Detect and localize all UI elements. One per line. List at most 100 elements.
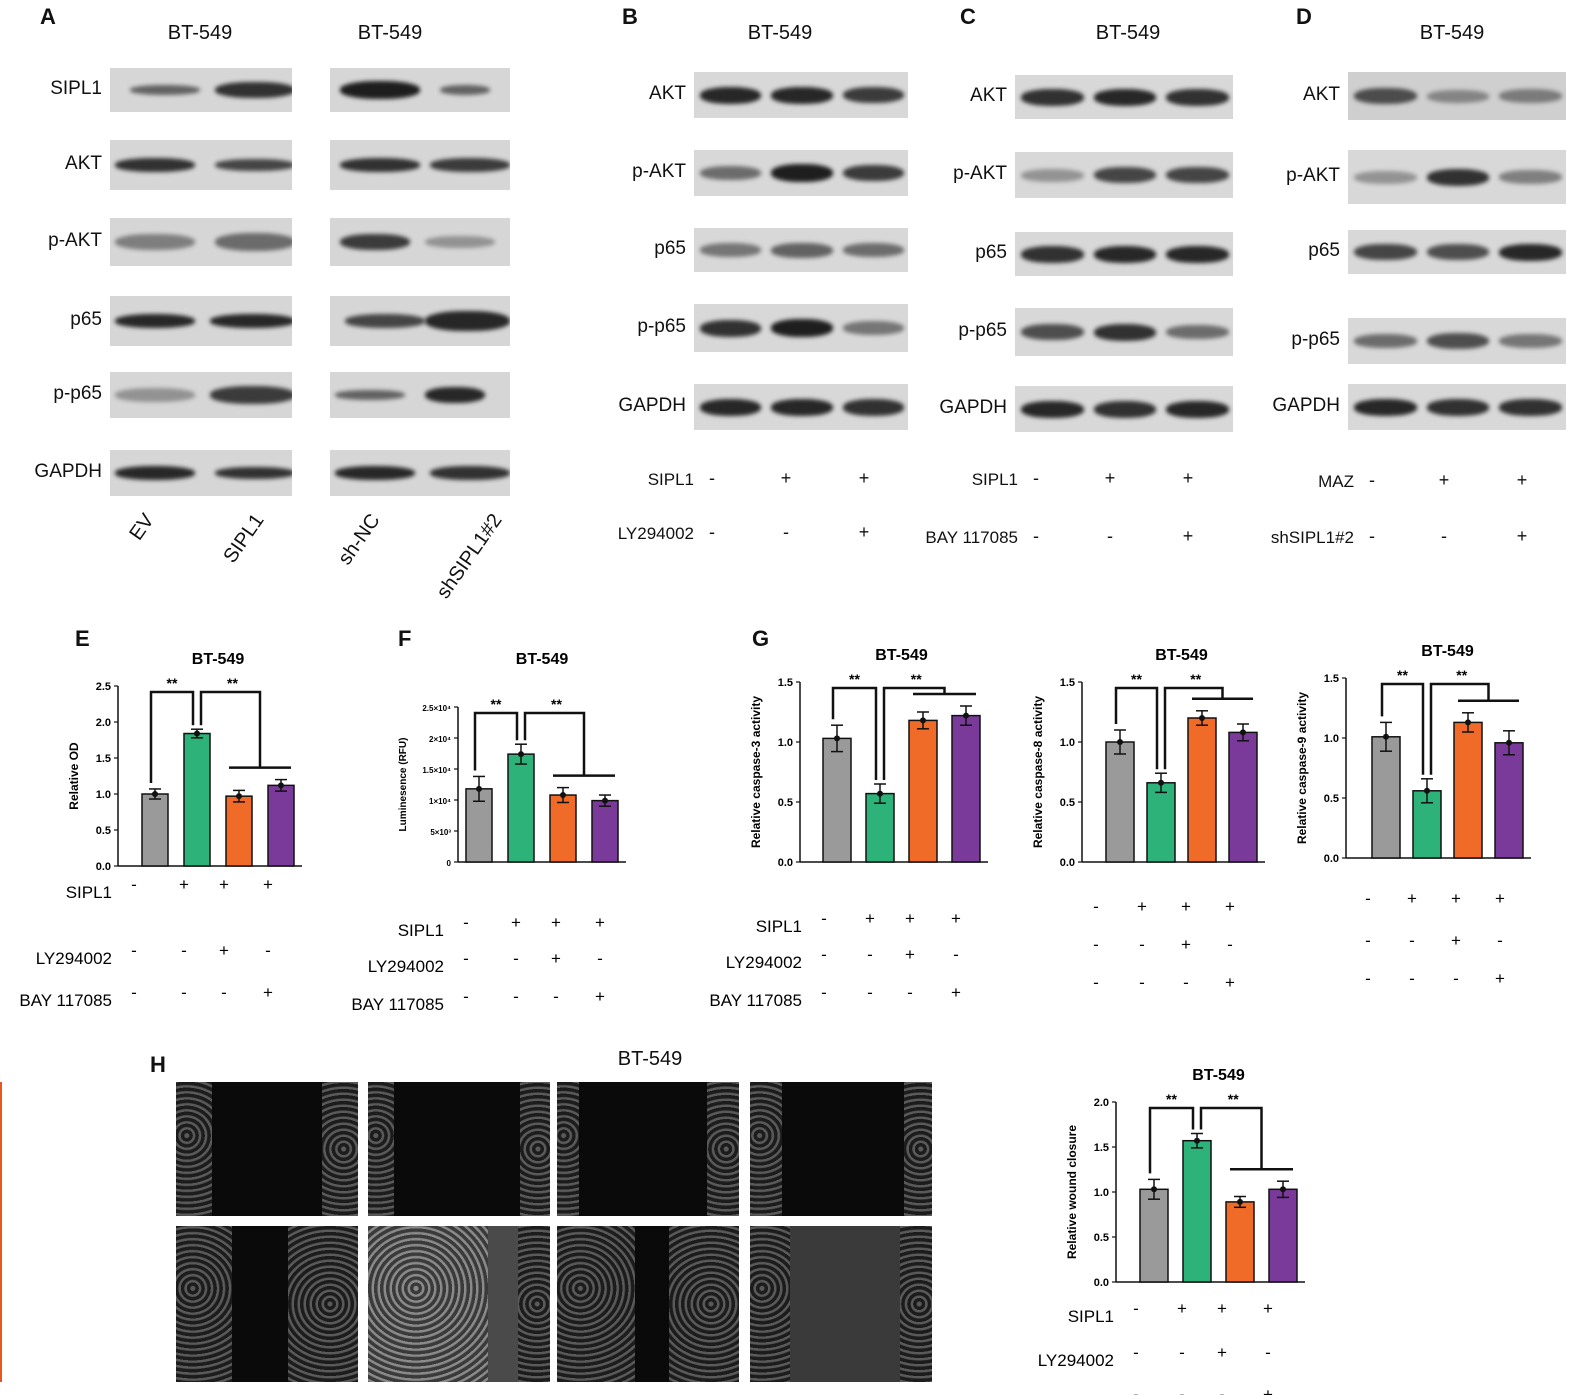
blot-a-left: [110, 296, 292, 346]
blot-d: [1348, 230, 1566, 274]
blot-band: [115, 234, 195, 250]
blot-band: [1021, 245, 1084, 263]
blot-band: [1021, 324, 1084, 340]
blot-band: [1426, 398, 1490, 416]
y-tick-label: 1×10⁴: [429, 797, 451, 806]
data-point: [1506, 739, 1512, 746]
panel-b-title: BT-549: [747, 22, 813, 44]
blot-a-left: [110, 450, 292, 496]
y-tick-label: 1.5: [778, 677, 793, 689]
condition-label: LY294002: [617, 524, 694, 543]
significance-label: **: [849, 671, 860, 687]
condition-sign: -: [783, 522, 789, 542]
data-point: [1280, 1186, 1286, 1193]
condition-sign: -: [907, 983, 913, 1002]
cell-layer-left: [557, 1082, 579, 1216]
condition-sign: -: [821, 945, 827, 964]
data-point: [278, 782, 284, 789]
significance-label: **: [1228, 1091, 1239, 1107]
y-tick-label: 2.0: [96, 717, 111, 729]
panel-c-title: BT-549: [1095, 22, 1161, 44]
blot-row-label: p-p65: [958, 320, 1007, 341]
condition-sign: -: [553, 987, 559, 1006]
panel-letter-e: E: [75, 626, 90, 651]
condition-label: BAY 117085: [925, 528, 1018, 547]
condition-sign: -: [953, 945, 959, 964]
condition-sign: -: [1093, 935, 1099, 954]
wound-gap: [488, 1226, 518, 1382]
blot-band: [215, 159, 292, 171]
significance-bracket: [1199, 1106, 1263, 1170]
y-axis-label: Relative caspase-3 activity: [749, 696, 763, 848]
blot-band: [340, 234, 410, 250]
condition-label: MAZ: [1318, 472, 1354, 491]
y-tick-label: 2.5×10⁴: [422, 704, 451, 713]
data-point: [152, 791, 158, 797]
blot-band: [210, 386, 292, 404]
blot-band: [771, 164, 833, 182]
wound-micrograph: [750, 1082, 932, 1216]
condition-label: LY294002: [36, 949, 112, 968]
bar: [1494, 742, 1524, 859]
wound-micrograph: [176, 1226, 358, 1382]
blot-band: [1426, 89, 1490, 103]
condition-sign: -: [867, 945, 873, 964]
blot-band: [842, 87, 904, 103]
condition-sign: +: [179, 875, 189, 894]
blot-band: [430, 158, 510, 172]
significance-bracket: [1163, 686, 1224, 770]
panel-letter-a: A: [40, 4, 56, 29]
wound-micrograph: [557, 1226, 739, 1382]
significance-bracket: [473, 711, 519, 771]
data-point: [1237, 1198, 1243, 1205]
condition-sign: -: [221, 983, 227, 1002]
y-tick-label: 1.5: [1060, 677, 1075, 689]
panel-letter-h: H: [150, 1052, 166, 1077]
condition-sign: +: [1451, 889, 1461, 908]
data-point: [236, 793, 242, 800]
condition-sign: +: [263, 983, 273, 1002]
bar: [1146, 782, 1176, 863]
blot-band: [771, 319, 833, 337]
condition-sign: +: [780, 468, 792, 488]
significance-label: **: [227, 675, 238, 691]
y-tick-label: 0.0: [1094, 1277, 1109, 1289]
chart-title: BT-549: [1155, 647, 1208, 664]
blot-d: [1348, 384, 1566, 430]
blot-a-right: [330, 450, 510, 496]
condition-sign: -: [1033, 526, 1039, 546]
blot-c: [1015, 232, 1233, 276]
blot-band: [340, 81, 420, 99]
panel-letter-d: D: [1296, 4, 1312, 29]
condition-sign: +: [905, 945, 915, 964]
bar: [908, 719, 938, 863]
blot-row-label: GAPDH: [34, 461, 102, 482]
condition-sign: +: [1516, 526, 1528, 546]
blot-band: [1093, 167, 1157, 183]
condition-sign: +: [263, 875, 273, 894]
condition-sign: -: [1133, 1385, 1139, 1395]
data-point: [963, 712, 969, 719]
condition-sign: -: [597, 949, 603, 968]
cell-layer-right: [904, 1082, 932, 1216]
condition-sign: +: [1225, 897, 1235, 916]
blot-band: [115, 466, 195, 480]
significance-bracket: [831, 686, 878, 780]
blot-band: [700, 398, 762, 416]
significance-label: **: [1190, 671, 1201, 687]
y-axis-label: Relative caspase-9 activity: [1295, 692, 1309, 844]
blot-row-label: p65: [975, 242, 1007, 263]
blot-band: [1499, 334, 1562, 348]
condition-sign: -: [1139, 935, 1145, 954]
condition-sign: +: [951, 983, 961, 1002]
cell-layer-left: [750, 1226, 790, 1382]
blot-band: [1021, 168, 1084, 182]
data-point: [920, 717, 926, 724]
blot-row-label: p-AKT: [632, 161, 686, 182]
blot-d: [1348, 318, 1566, 364]
blot-row-label: p-AKT: [953, 163, 1007, 184]
condition-label: SIPL1: [398, 921, 444, 940]
blot-band: [1499, 170, 1562, 184]
y-axis-label: Relative caspase-8 activity: [1031, 696, 1045, 848]
bar: [1225, 1201, 1255, 1283]
